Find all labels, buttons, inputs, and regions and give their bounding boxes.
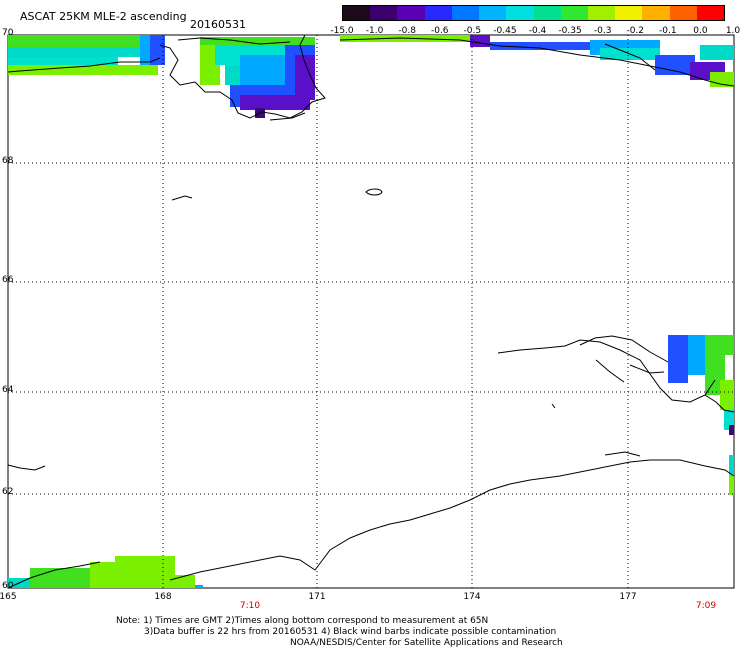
colorbar-label: -0.6 [430, 26, 449, 36]
colorbar-label: -0.45 [493, 26, 517, 36]
data-cell [655, 55, 695, 75]
data-cell [668, 335, 688, 383]
colorbar-swatch [343, 6, 371, 20]
data-cell [729, 475, 734, 495]
lon-label-171: 171 [308, 592, 326, 602]
colorbar-label: -0.3 [593, 26, 612, 36]
lat-label-60: 60 [2, 581, 14, 591]
data-cell [724, 410, 734, 430]
lat-label-66: 66 [2, 275, 14, 285]
note-line-2: 3)Data buffer is 22 hrs from 20160531 4)… [144, 627, 557, 637]
colorbar-swatch [451, 6, 480, 20]
data-cell [729, 455, 734, 475]
colorbar-swatch [533, 6, 561, 20]
chart-title: ASCAT 25KM MLE-2 ascending [20, 10, 187, 23]
data-cell [195, 585, 203, 588]
colorbar-swatch [424, 6, 452, 20]
colorbar-swatch [615, 6, 643, 20]
colorbar-swatch [397, 6, 425, 20]
time-label-1: 7:10 [239, 601, 261, 611]
data-cell [700, 45, 734, 60]
data-cell [295, 55, 315, 100]
colorbar-swatch [479, 6, 507, 20]
chart-date: 20160531 [190, 18, 246, 31]
data-cell [240, 55, 290, 85]
colorbar-label: -0.4 [528, 26, 547, 36]
data-cell [240, 95, 310, 110]
colorbar [342, 5, 725, 21]
lon-label-174: 174 [463, 592, 481, 602]
colorbar-swatch [587, 6, 616, 20]
lat-label-62: 62 [2, 487, 14, 497]
lat-label-64: 64 [2, 385, 14, 395]
data-cell [490, 42, 590, 50]
lat-label-68: 68 [2, 156, 14, 166]
colorbar-swatch [669, 6, 697, 20]
colorbar-swatch [696, 6, 725, 20]
lat-label-70: 70 [2, 28, 14, 38]
colorbar-label: -0.8 [398, 26, 416, 36]
colorbar-labels: -15.0 -1.0 -0.8 -0.6 -0.5 -0.45 -0.4 -0.35 -0.3 -… [330, 26, 740, 38]
data-cell [150, 35, 165, 65]
colorbar-label: -0.2 [626, 26, 645, 36]
map-frame [7, 34, 735, 589]
graticule [8, 35, 734, 588]
note-line-1: Note: 1) Times are GMT 2)Times along bot… [116, 616, 489, 626]
colorbar-swatch [506, 6, 534, 20]
data-cell [30, 568, 90, 588]
data-cell [720, 380, 734, 410]
note-line-3: NOAA/NESDIS/Center for Satellite Applica… [290, 638, 563, 648]
data-cell [115, 556, 175, 588]
data-cell [8, 65, 158, 75]
colorbar-label: -0.5 [463, 26, 482, 36]
data-cell [200, 37, 315, 45]
lon-label-168: 168 [154, 592, 172, 602]
lon-label-165: 165 [0, 592, 17, 602]
colorbar-label: -0.1 [659, 26, 677, 36]
data-cell [705, 335, 734, 355]
colorbar-label: 0.0 [693, 26, 708, 36]
colorbar-swatch [642, 6, 670, 20]
coastlines [7, 34, 735, 589]
colorbar-swatch [370, 6, 398, 20]
data-cell [8, 57, 118, 65]
data-cell [688, 335, 708, 375]
lon-label-177: 177 [619, 592, 637, 602]
wind-data-cells [8, 35, 734, 588]
data-cell [8, 35, 158, 47]
colorbar-label: -0.35 [558, 26, 582, 36]
colorbar-label: 1.0 [725, 26, 740, 36]
time-label-2: 7:09 [695, 601, 717, 611]
data-cell [8, 578, 43, 588]
data-cell [8, 47, 158, 57]
data-cell [175, 575, 195, 588]
colorbar-swatch [560, 6, 588, 20]
colorbar-label: -15.0 [330, 26, 354, 36]
colorbar-label: -1.0 [365, 26, 384, 36]
data-cell [729, 425, 734, 435]
